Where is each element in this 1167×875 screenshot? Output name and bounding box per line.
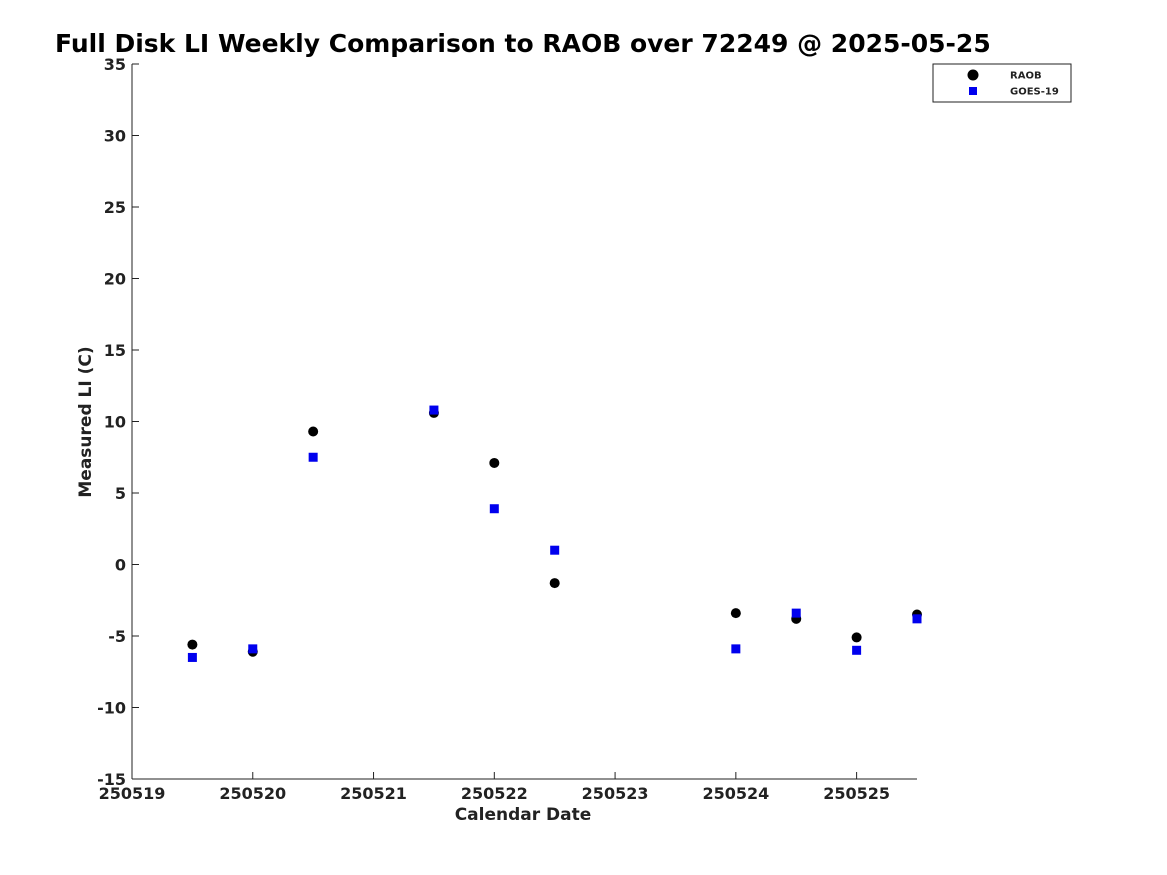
x-tick-label: 250524 (702, 784, 769, 803)
y-tick-label: -5 (108, 627, 126, 646)
x-tick-label: 250521 (340, 784, 407, 803)
raob-point (489, 458, 499, 468)
legend-marker-raob (968, 70, 979, 81)
raob-point (550, 578, 560, 588)
y-tick-label: 30 (104, 127, 126, 146)
y-tick-label: 15 (104, 341, 126, 360)
goes-19-point (792, 609, 801, 618)
goes-19-point (248, 644, 257, 653)
legend-marker-goes-19 (969, 87, 977, 95)
raob-point (731, 608, 741, 618)
y-axis-label: Measured LI (C) (76, 346, 96, 497)
x-tick-label: 250520 (219, 784, 286, 803)
raob-point (308, 427, 318, 437)
y-tick-label: 10 (104, 413, 126, 432)
data-points (187, 406, 922, 662)
goes-19-point (731, 644, 740, 653)
x-ticks: 250519 250520 250521 250522 250523 250524 2505… (99, 772, 890, 803)
y-tick-label: 0 (115, 556, 126, 575)
chart-title: Full Disk LI Weekly Comparison to RAOB o… (55, 29, 991, 58)
goes-19-point (550, 546, 559, 555)
legend: RAOB GOES-19 (933, 64, 1071, 102)
y-tick-label: 35 (104, 55, 126, 74)
x-tick-label: 250525 (823, 784, 890, 803)
goes-19-point (490, 504, 499, 513)
y-tick-label: 25 (104, 198, 126, 217)
x-tick-label: 250522 (461, 784, 528, 803)
y-tick-label: -10 (97, 699, 126, 718)
y-tick-label: 5 (115, 484, 126, 503)
x-axis-label: Calendar Date (455, 805, 592, 825)
y-tick-label: 20 (104, 270, 126, 289)
plot-axes (132, 64, 917, 779)
goes-19-point (429, 406, 438, 415)
x-tick-label: 250523 (582, 784, 649, 803)
raob-point (187, 640, 197, 650)
goes-19-point (913, 614, 922, 623)
raob-point (852, 632, 862, 642)
legend-label-goes-19: GOES-19 (1010, 87, 1059, 98)
scatter-chart: Full Disk LI Weekly Comparison to RAOB o… (0, 0, 1167, 875)
legend-label-raob: RAOB (1010, 71, 1042, 82)
goes-19-point (852, 646, 861, 655)
x-tick-label: 250519 (99, 784, 166, 803)
goes-19-point (188, 653, 197, 662)
goes-19-point (309, 453, 318, 462)
